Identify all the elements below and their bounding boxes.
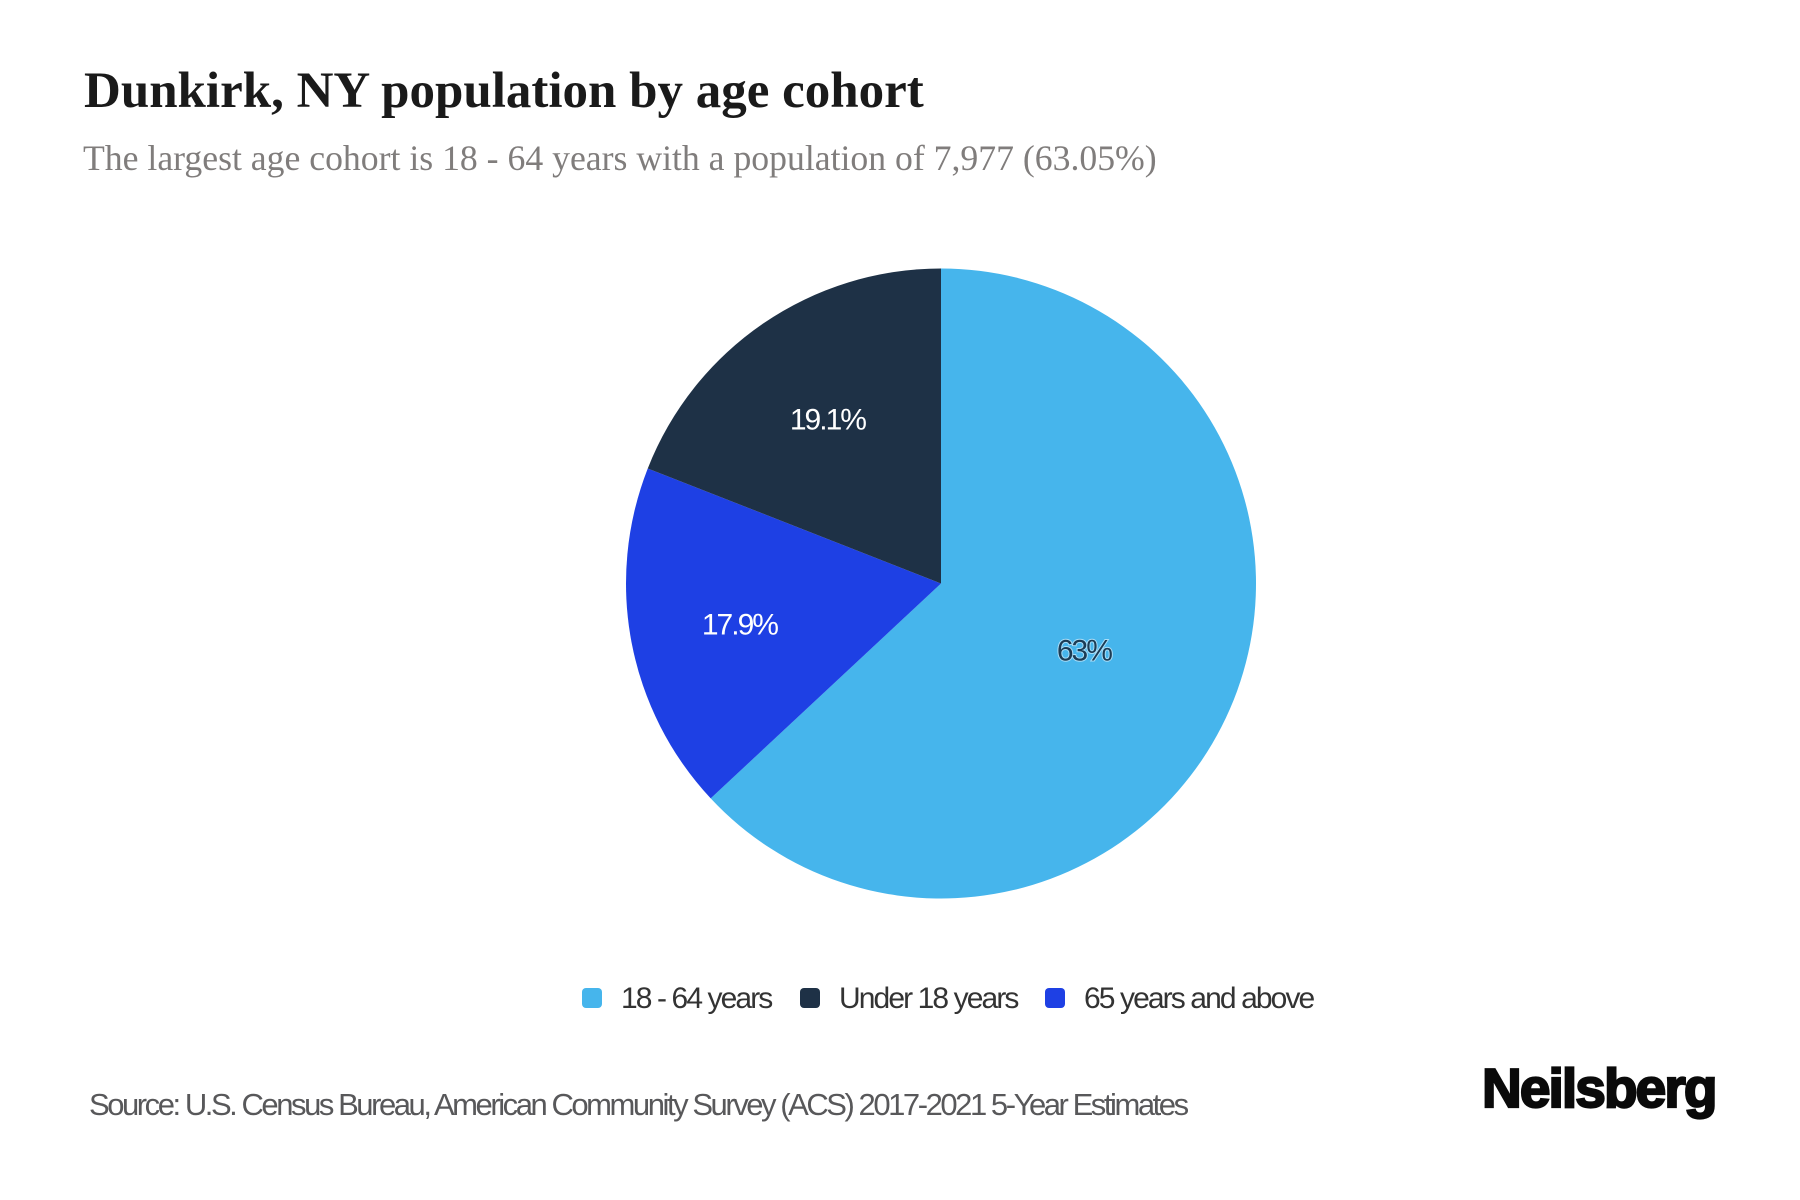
svg-text:17.9%: 17.9% xyxy=(702,608,778,641)
svg-text:19.1%: 19.1% xyxy=(790,403,866,436)
svg-text:63%: 63% xyxy=(1057,635,1112,668)
